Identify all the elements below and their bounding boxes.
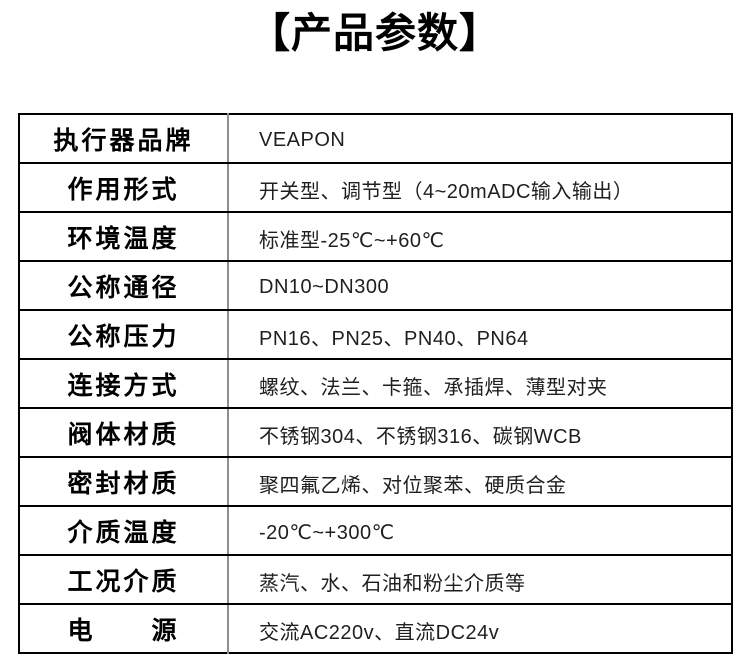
spec-value: VEAPON [228,114,732,164]
table-row: 公称压力 PN16、PN25、PN40、PN64 [19,310,732,360]
spec-value: -20℃~+300℃ [228,506,732,556]
spec-table-body: 执行器品牌 VEAPON 作用形式 开关型、调节型（4~20mADC输入输出） … [19,114,732,653]
spec-label: 执行器品牌 [19,114,229,164]
spec-label: 工况介质 [19,555,229,605]
spec-label: 作用形式 [19,163,229,213]
table-row: 阀体材质 不锈钢304、不锈钢316、碳钢WCB [19,408,732,458]
spec-label: 阀体材质 [19,408,229,458]
spec-value: 开关型、调节型（4~20mADC输入输出） [228,163,732,213]
table-row: 电 源 交流AC220v、直流DC24v [19,604,732,653]
spec-label: 密封材质 [19,457,229,507]
table-row: 连接方式 螺纹、法兰、卡箍、承插焊、薄型对夹 [19,359,732,409]
spec-label: 介质温度 [19,506,229,556]
spec-value: 标准型-25℃~+60℃ [228,212,732,262]
page-title: 【产品参数】 [249,10,501,56]
spec-label: 电 源 [19,604,229,653]
spec-value: 蒸汽、水、石油和粉尘介质等 [228,555,732,605]
spec-label: 公称通径 [19,261,229,311]
table-row: 工况介质 蒸汽、水、石油和粉尘介质等 [19,555,732,605]
spec-value: 聚四氟乙烯、对位聚苯、硬质合金 [228,457,732,507]
spec-value: DN10~DN300 [228,261,732,311]
table-row: 介质温度 -20℃~+300℃ [19,506,732,556]
table-row: 公称通径 DN10~DN300 [19,261,732,311]
spec-value: PN16、PN25、PN40、PN64 [228,310,732,360]
table-row: 作用形式 开关型、调节型（4~20mADC输入输出） [19,163,732,213]
table-row: 密封材质 聚四氟乙烯、对位聚苯、硬质合金 [19,457,732,507]
table-row: 环境温度 标准型-25℃~+60℃ [19,212,732,262]
spec-label: 公称压力 [19,310,229,360]
spec-label: 环境温度 [19,212,229,262]
spec-value: 交流AC220v、直流DC24v [259,622,500,644]
spec-label: 连接方式 [19,359,229,409]
spec-table: 执行器品牌 VEAPON 作用形式 开关型、调节型（4~20mADC输入输出） … [18,113,733,654]
spec-value: 螺纹、法兰、卡箍、承插焊、薄型对夹 [228,359,732,409]
table-row: 执行器品牌 VEAPON [19,114,732,164]
spec-value: 不锈钢304、不锈钢316、碳钢WCB [228,408,732,458]
